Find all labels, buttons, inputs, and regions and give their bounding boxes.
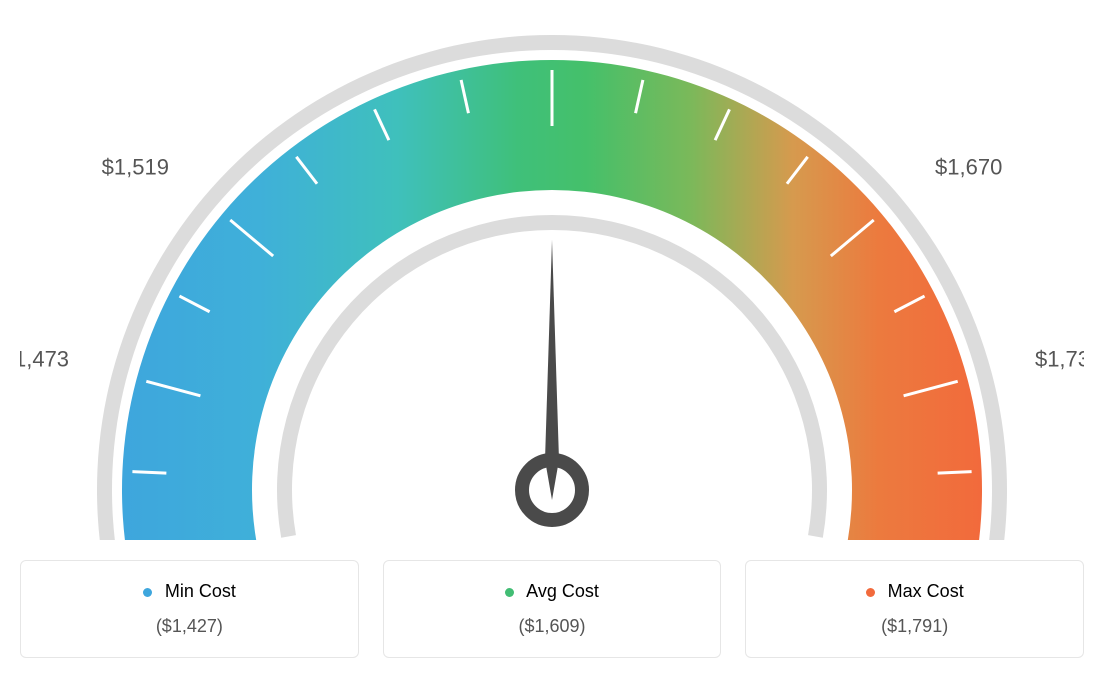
legend-row: Min Cost ($1,427) Avg Cost ($1,609) Max … — [20, 560, 1084, 658]
tick-mark — [132, 472, 166, 473]
dot-icon — [143, 588, 152, 597]
dot-icon — [505, 588, 514, 597]
legend-label-min: Min Cost — [31, 581, 348, 602]
gauge-chart-container: $1,427$1,473$1,519$1,609$1,670$1,731$1,7… — [20, 20, 1084, 658]
tick-label: $1,731 — [1035, 347, 1084, 372]
gauge-area: $1,427$1,473$1,519$1,609$1,670$1,731$1,7… — [20, 20, 1084, 540]
legend-card-max: Max Cost ($1,791) — [745, 560, 1084, 658]
gauge-svg: $1,427$1,473$1,519$1,609$1,670$1,731$1,7… — [20, 20, 1084, 540]
legend-text: Min Cost — [165, 581, 236, 601]
legend-text: Max Cost — [888, 581, 964, 601]
legend-value-avg: ($1,609) — [394, 616, 711, 637]
legend-value-max: ($1,791) — [756, 616, 1073, 637]
dot-icon — [866, 588, 875, 597]
legend-label-max: Max Cost — [756, 581, 1073, 602]
legend-text: Avg Cost — [526, 581, 599, 601]
tick-label: $1,670 — [935, 155, 1002, 180]
legend-value-min: ($1,427) — [31, 616, 348, 637]
legend-card-avg: Avg Cost ($1,609) — [383, 560, 722, 658]
tick-label: $1,473 — [20, 347, 69, 372]
legend-label-avg: Avg Cost — [394, 581, 711, 602]
tick-label: $1,519 — [102, 155, 169, 180]
tick-mark — [938, 472, 972, 473]
legend-card-min: Min Cost ($1,427) — [20, 560, 359, 658]
